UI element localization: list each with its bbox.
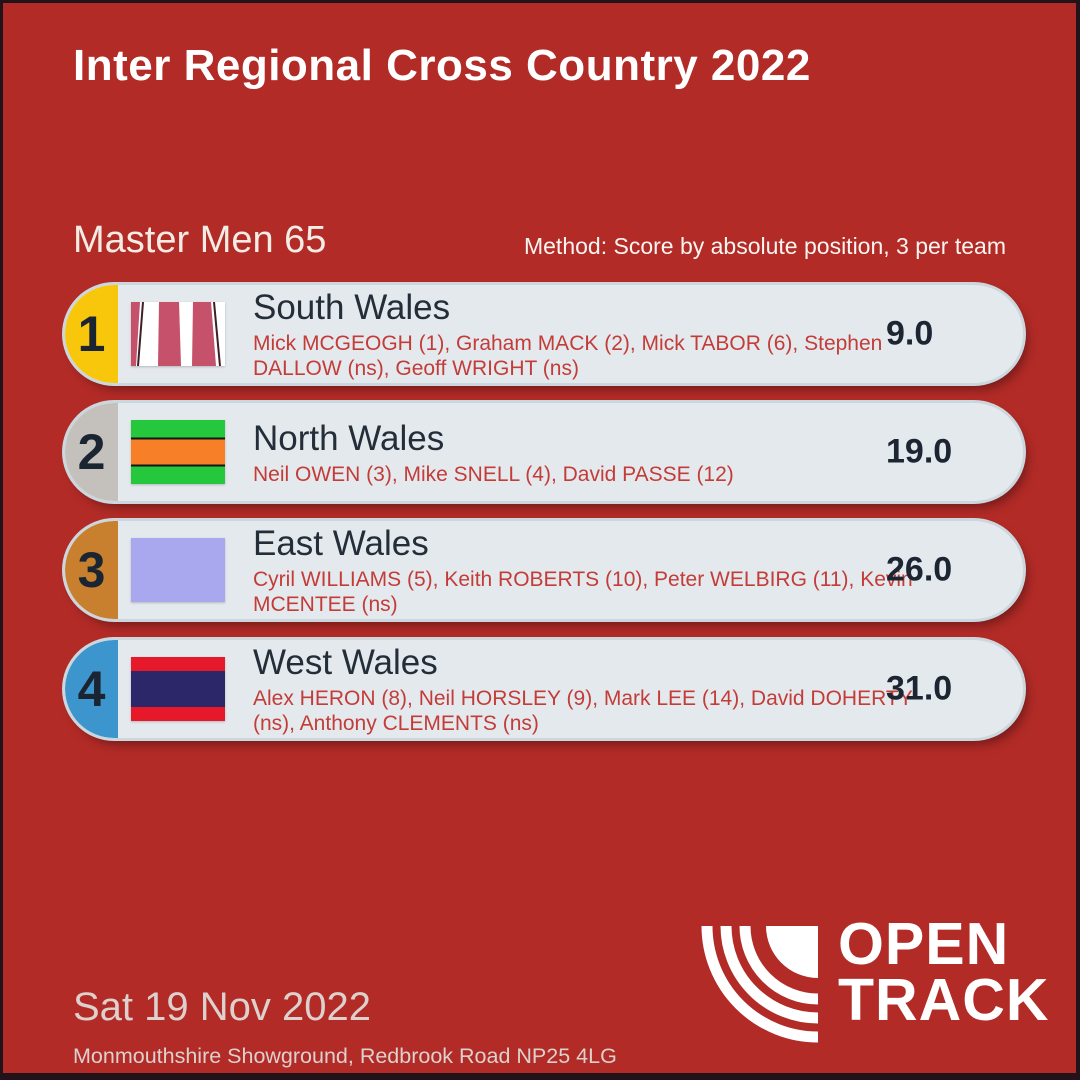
event-venue: Monmouthshire Showground, Redbrook Road … bbox=[73, 1044, 617, 1068]
team-name: South Wales bbox=[253, 288, 451, 327]
team-athletes: Neil OWEN (3), Mike SNELL (4), David PAS… bbox=[253, 462, 734, 486]
team-score: 19.0 bbox=[886, 432, 953, 471]
team-athletes: Alex HERON (8), Neil HORSLEY (9), Mark L… bbox=[253, 687, 913, 735]
team-info: West Wales Alex HERON (8), Neil HORSLEY … bbox=[253, 642, 925, 736]
scoring-method: Method: Score by absolute position, 3 pe… bbox=[523, 233, 1006, 259]
logo-wordmark: OPEN TRACK bbox=[838, 911, 1050, 1033]
rank-badge-bronze: 3 bbox=[65, 521, 118, 619]
team-info: East Wales Cyril WILLIAMS (5), Keith ROB… bbox=[253, 523, 925, 617]
rank-badge-silver: 2 bbox=[65, 403, 118, 501]
rank-badge-blue: 4 bbox=[65, 640, 118, 738]
team-info: South Wales Mick MCGEOGH (1), Graham MAC… bbox=[253, 287, 925, 381]
opentrack-logo: OPEN TRACK bbox=[696, 915, 1049, 1050]
logo-word-open: OPEN bbox=[838, 911, 1010, 977]
team-athletes: Mick MCGEOGH (1), Graham MACK (2), Mick … bbox=[253, 332, 883, 380]
result-row-2: 2 North Wales Neil OWEN (3), Mike SNELL … bbox=[65, 403, 1023, 501]
event-title: Inter Regional Cross Country 2022 bbox=[73, 41, 811, 90]
team-score: 26.0 bbox=[886, 550, 953, 589]
team-flag-north-wales bbox=[131, 420, 225, 484]
rank-badge-gold: 1 bbox=[65, 285, 118, 383]
team-info: North Wales Neil OWEN (3), Mike SNELL (4… bbox=[253, 418, 925, 487]
race-name: Master Men 65 bbox=[73, 219, 327, 261]
logo-word-track: TRACK bbox=[838, 967, 1050, 1033]
event-date: Sat 19 Nov 2022 bbox=[73, 985, 371, 1029]
track-arcs-icon bbox=[696, 923, 822, 1050]
team-name: North Wales bbox=[253, 418, 445, 458]
team-flag-west-wales bbox=[131, 657, 225, 721]
team-flag-south-wales bbox=[131, 302, 225, 366]
team-name: East Wales bbox=[253, 524, 429, 563]
result-row-4: 4 West Wales Alex HERON (8), Neil HORSLE… bbox=[65, 640, 1023, 738]
team-athletes: Cyril WILLIAMS (5), Keith ROBERTS (10), … bbox=[253, 568, 913, 616]
result-row-3: 3 East Wales Cyril WILLIAMS (5), Keith R… bbox=[65, 521, 1023, 619]
team-score: 31.0 bbox=[886, 669, 953, 708]
result-row-1: 1 South Wales Mick MCGEOGH (1), Graham M… bbox=[65, 285, 1023, 383]
team-name: West Wales bbox=[253, 643, 438, 682]
team-flag-east-wales bbox=[131, 538, 225, 602]
team-score: 9.0 bbox=[886, 314, 934, 353]
